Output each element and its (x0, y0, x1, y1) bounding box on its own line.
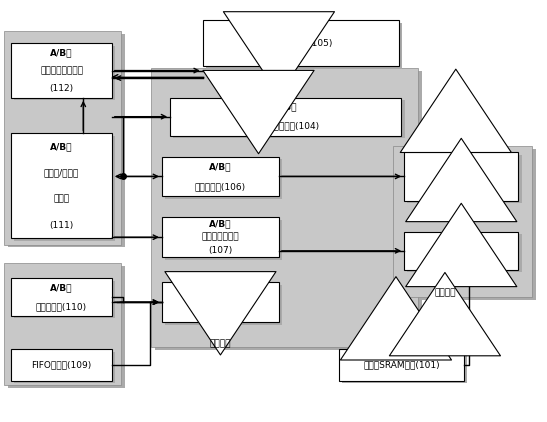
Bar (408, 235, 522, 272)
Bar (404, 152, 519, 200)
Text: 灵敏放大器(106): 灵敏放大器(106) (195, 182, 246, 191)
Bar (151, 68, 418, 347)
Text: A/B端: A/B端 (209, 219, 232, 228)
Text: 输出位宽调整器: 输出位宽调整器 (202, 233, 239, 242)
Bar (11, 278, 112, 316)
Bar (162, 282, 279, 322)
Bar (14, 136, 115, 241)
Text: (112): (112) (49, 84, 74, 93)
Bar (4, 31, 121, 244)
Text: 一级行/列地址: 一级行/列地址 (44, 168, 79, 177)
Bar (165, 159, 282, 199)
Bar (173, 100, 405, 138)
Bar (14, 46, 115, 100)
Bar (165, 285, 282, 325)
Bar (203, 20, 399, 66)
Text: A/B端: A/B端 (209, 288, 232, 297)
Bar (170, 98, 401, 135)
Text: 脉冲发生器(110): 脉冲发生器(110) (36, 302, 87, 311)
Bar (4, 263, 121, 385)
Bar (155, 71, 422, 350)
Text: A/B端: A/B端 (450, 156, 473, 165)
Text: 二级列地址译码器(104): 二级列地址译码器(104) (252, 122, 319, 130)
Bar (162, 157, 279, 196)
Text: 输入位宽调整器: 输入位宽调整器 (443, 172, 480, 181)
Text: 初始化SRAM阵列(101): 初始化SRAM阵列(101) (363, 360, 440, 370)
Bar (14, 352, 115, 383)
Bar (404, 232, 519, 270)
Text: (103): (103) (449, 188, 473, 197)
Text: 输出锁存器(108): 输出锁存器(108) (195, 308, 246, 316)
Text: SRAM 阵列(105): SRAM 阵列(105) (269, 39, 333, 48)
Text: 数据输入: 数据输入 (434, 288, 456, 297)
Text: A/B端: A/B端 (50, 283, 73, 292)
Text: (111): (111) (49, 221, 74, 230)
Bar (11, 349, 112, 381)
Bar (11, 43, 112, 98)
Bar (8, 266, 125, 388)
Text: 数据输出: 数据输出 (210, 339, 231, 349)
Text: 输入缓冲器(102): 输入缓冲器(102) (436, 256, 487, 265)
Text: FIFO控制器(109): FIFO控制器(109) (31, 360, 92, 370)
Bar (8, 34, 125, 247)
Bar (393, 146, 532, 297)
Bar (342, 352, 467, 383)
Bar (165, 220, 282, 260)
Bar (339, 349, 464, 381)
Text: 译码器: 译码器 (54, 195, 69, 203)
Bar (11, 133, 112, 238)
Text: A/B端: A/B端 (50, 142, 73, 151)
Text: (107): (107) (208, 246, 232, 255)
Text: A/B端: A/B端 (275, 103, 297, 112)
Text: 二级行地址译码器: 二级行地址译码器 (40, 66, 83, 75)
Text: A/B端: A/B端 (209, 162, 232, 171)
Bar (408, 155, 522, 203)
Bar (206, 23, 402, 69)
Bar (14, 281, 115, 318)
Text: A/B端: A/B端 (450, 237, 473, 246)
Bar (397, 149, 536, 300)
Bar (162, 217, 279, 257)
Text: A/B端: A/B端 (50, 48, 73, 57)
